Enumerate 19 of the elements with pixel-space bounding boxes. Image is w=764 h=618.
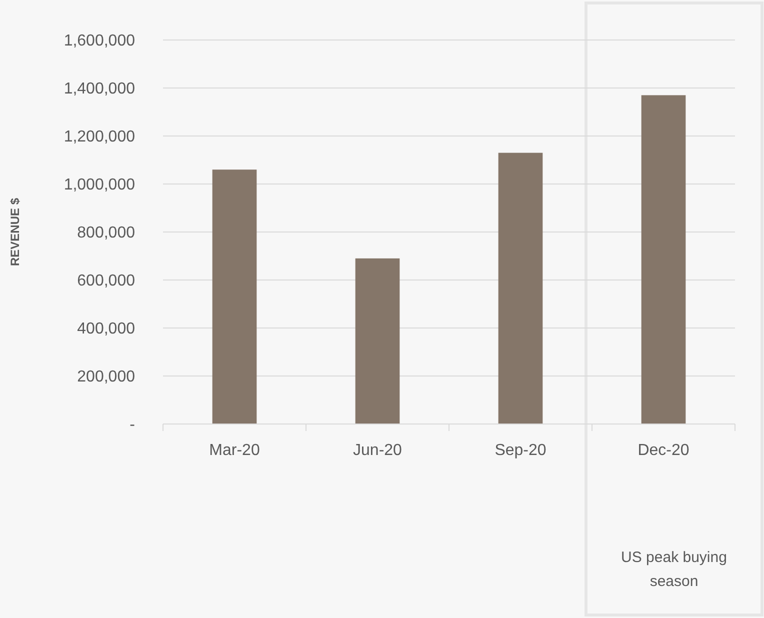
x-tick-label: Mar-20 (209, 442, 260, 459)
text: US peak buying season (621, 549, 727, 590)
y-tick-label: - (130, 416, 135, 434)
bar (212, 170, 257, 424)
bar (498, 152, 543, 424)
y-tick-label: 800,000 (77, 224, 136, 242)
y-axis-title: REVENUE $ (8, 198, 22, 266)
y-tick-label: 1,000,000 (64, 176, 136, 194)
bar (641, 95, 686, 424)
y-tick-label: 600,000 (77, 272, 136, 290)
y-tick-label: 1,600,000 (64, 32, 136, 50)
y-tick-label: 200,000 (77, 368, 136, 386)
x-tick-label: Jun-20 (353, 442, 402, 459)
y-tick-label: 1,400,000 (64, 80, 136, 98)
x-tick-label: Dec-20 (638, 442, 690, 459)
y-tick-label: 400,000 (77, 320, 136, 338)
y-tick-label: 1,200,000 (64, 128, 136, 146)
x-tick-label: Sep-20 (494, 442, 546, 459)
bar (355, 258, 400, 424)
